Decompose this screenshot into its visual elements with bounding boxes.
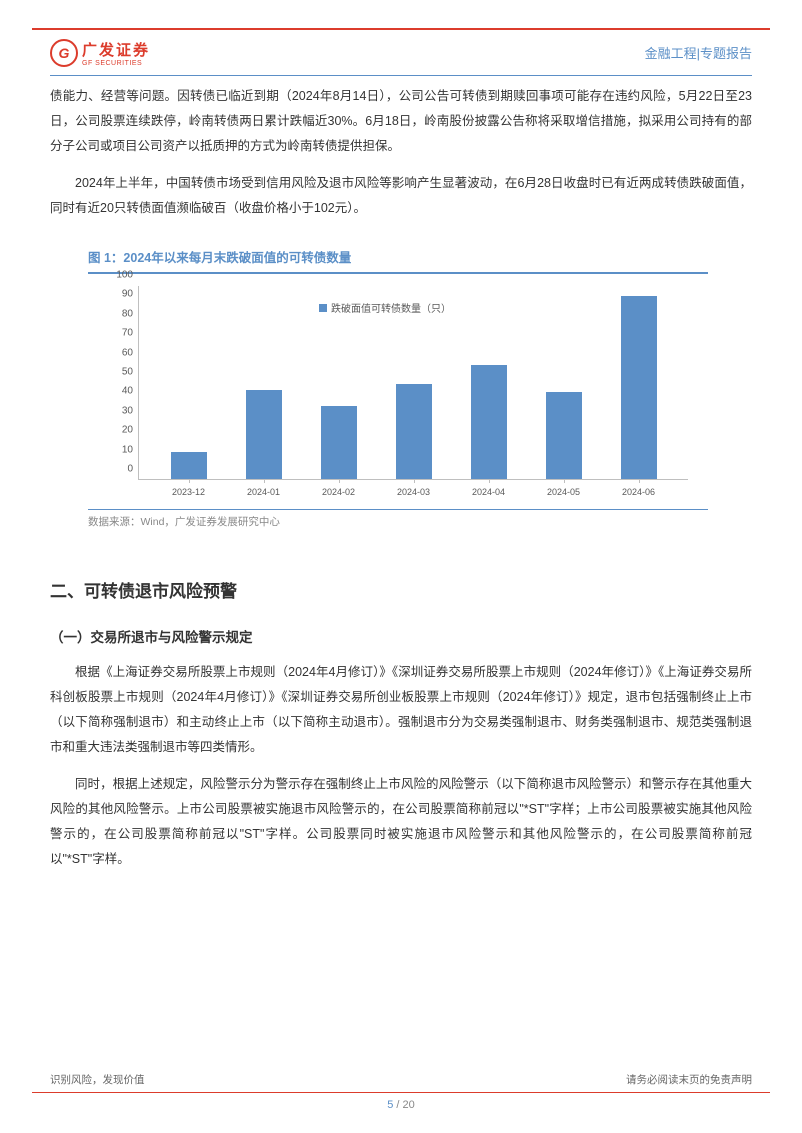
footer-right: 请务必阅读末页的免责声明 (626, 1072, 752, 1087)
chart-underline (88, 509, 708, 510)
y-tick: 60 (103, 347, 133, 358)
chart-bars (139, 286, 688, 479)
bar (321, 406, 357, 479)
bar-slot (526, 286, 601, 479)
chart-plot-area: 0 10 20 30 40 50 60 70 80 90 100 跌破面值可转债… (138, 286, 688, 480)
y-tick: 90 (103, 289, 133, 300)
y-tick: 40 (103, 386, 133, 397)
x-label: 2023-12 (151, 487, 226, 497)
bar-slot (151, 286, 226, 479)
header-category: 金融工程|专题报告 (645, 43, 752, 62)
logo-mark-icon (50, 39, 78, 67)
y-tick: 50 (103, 367, 133, 378)
bar (471, 365, 507, 479)
chart-x-labels: 2023-12 2024-01 2024-02 2024-03 2024-04 … (139, 487, 688, 497)
bar-slot (601, 286, 676, 479)
x-label: 2024-02 (301, 487, 376, 497)
bar-slot (226, 286, 301, 479)
x-label: 2024-04 (451, 487, 526, 497)
page-number: 5 / 20 (0, 1099, 802, 1111)
chart-title: 图 1：2024年以来每月末跌破面值的可转债数量 (88, 247, 752, 266)
logo-text-cn: 广发证券 (82, 39, 150, 60)
y-tick: 30 (103, 405, 133, 416)
x-label: 2024-05 (526, 487, 601, 497)
y-tick: 80 (103, 308, 133, 319)
chart-y-axis: 0 10 20 30 40 50 60 70 80 90 100 (103, 286, 133, 480)
y-tick: 20 (103, 425, 133, 436)
page-total: 20 (403, 1099, 415, 1111)
x-label: 2024-03 (376, 487, 451, 497)
y-tick: 0 (103, 464, 133, 475)
bar (546, 392, 582, 479)
section-heading-2: （一）交易所退市与风险警示规定 (50, 626, 752, 646)
page-content: 债能力、经营等问题。因转债已临近到期（2024年8月14日），公司公告可转债到期… (50, 84, 752, 1063)
y-tick: 100 (103, 270, 133, 281)
section-heading-1: 二、可转债退市风险预警 (50, 577, 752, 602)
plot-area: 跌破面值可转债数量（只） 2023-12 2024-01 2024-02 202… (138, 286, 688, 480)
paragraph-3: 根据《上海证券交易所股票上市规则（2024年4月修订）》《深圳证券交易所股票上市… (50, 660, 752, 760)
footer-left: 识别风险，发现价值 (50, 1072, 145, 1087)
bar (621, 296, 657, 479)
paragraph-1: 债能力、经营等问题。因转债已临近到期（2024年8月14日），公司公告可转债到期… (50, 84, 752, 159)
x-label: 2024-06 (601, 487, 676, 497)
y-tick: 10 (103, 444, 133, 455)
bar-slot (451, 286, 526, 479)
company-logo: 广发证券 GF SECURITIES (50, 39, 150, 67)
bar-slot (301, 286, 376, 479)
chart-source: 数据来源：Wind，广发证券发展研究中心 (88, 514, 752, 529)
bar (246, 390, 282, 479)
y-tick: 70 (103, 328, 133, 339)
bar (396, 384, 432, 479)
chart-container: 0 10 20 30 40 50 60 70 80 90 100 跌破面值可转债… (88, 272, 708, 510)
page-header: 广发证券 GF SECURITIES 金融工程|专题报告 (50, 36, 752, 76)
x-label: 2024-01 (226, 487, 301, 497)
page-footer: 识别风险，发现价值 请务必阅读末页的免责声明 (50, 1066, 752, 1087)
bar (171, 452, 207, 479)
logo-text-en: GF SECURITIES (82, 60, 150, 67)
paragraph-2: 2024年上半年，中国转债市场受到信用风险及退市风险等影响产生显著波动，在6月2… (50, 171, 752, 221)
paragraph-4: 同时，根据上述规定，风险警示分为警示存在强制终止上市风险的风险警示（以下简称退市… (50, 772, 752, 872)
page-sep: / (393, 1099, 402, 1111)
bar-slot (376, 286, 451, 479)
